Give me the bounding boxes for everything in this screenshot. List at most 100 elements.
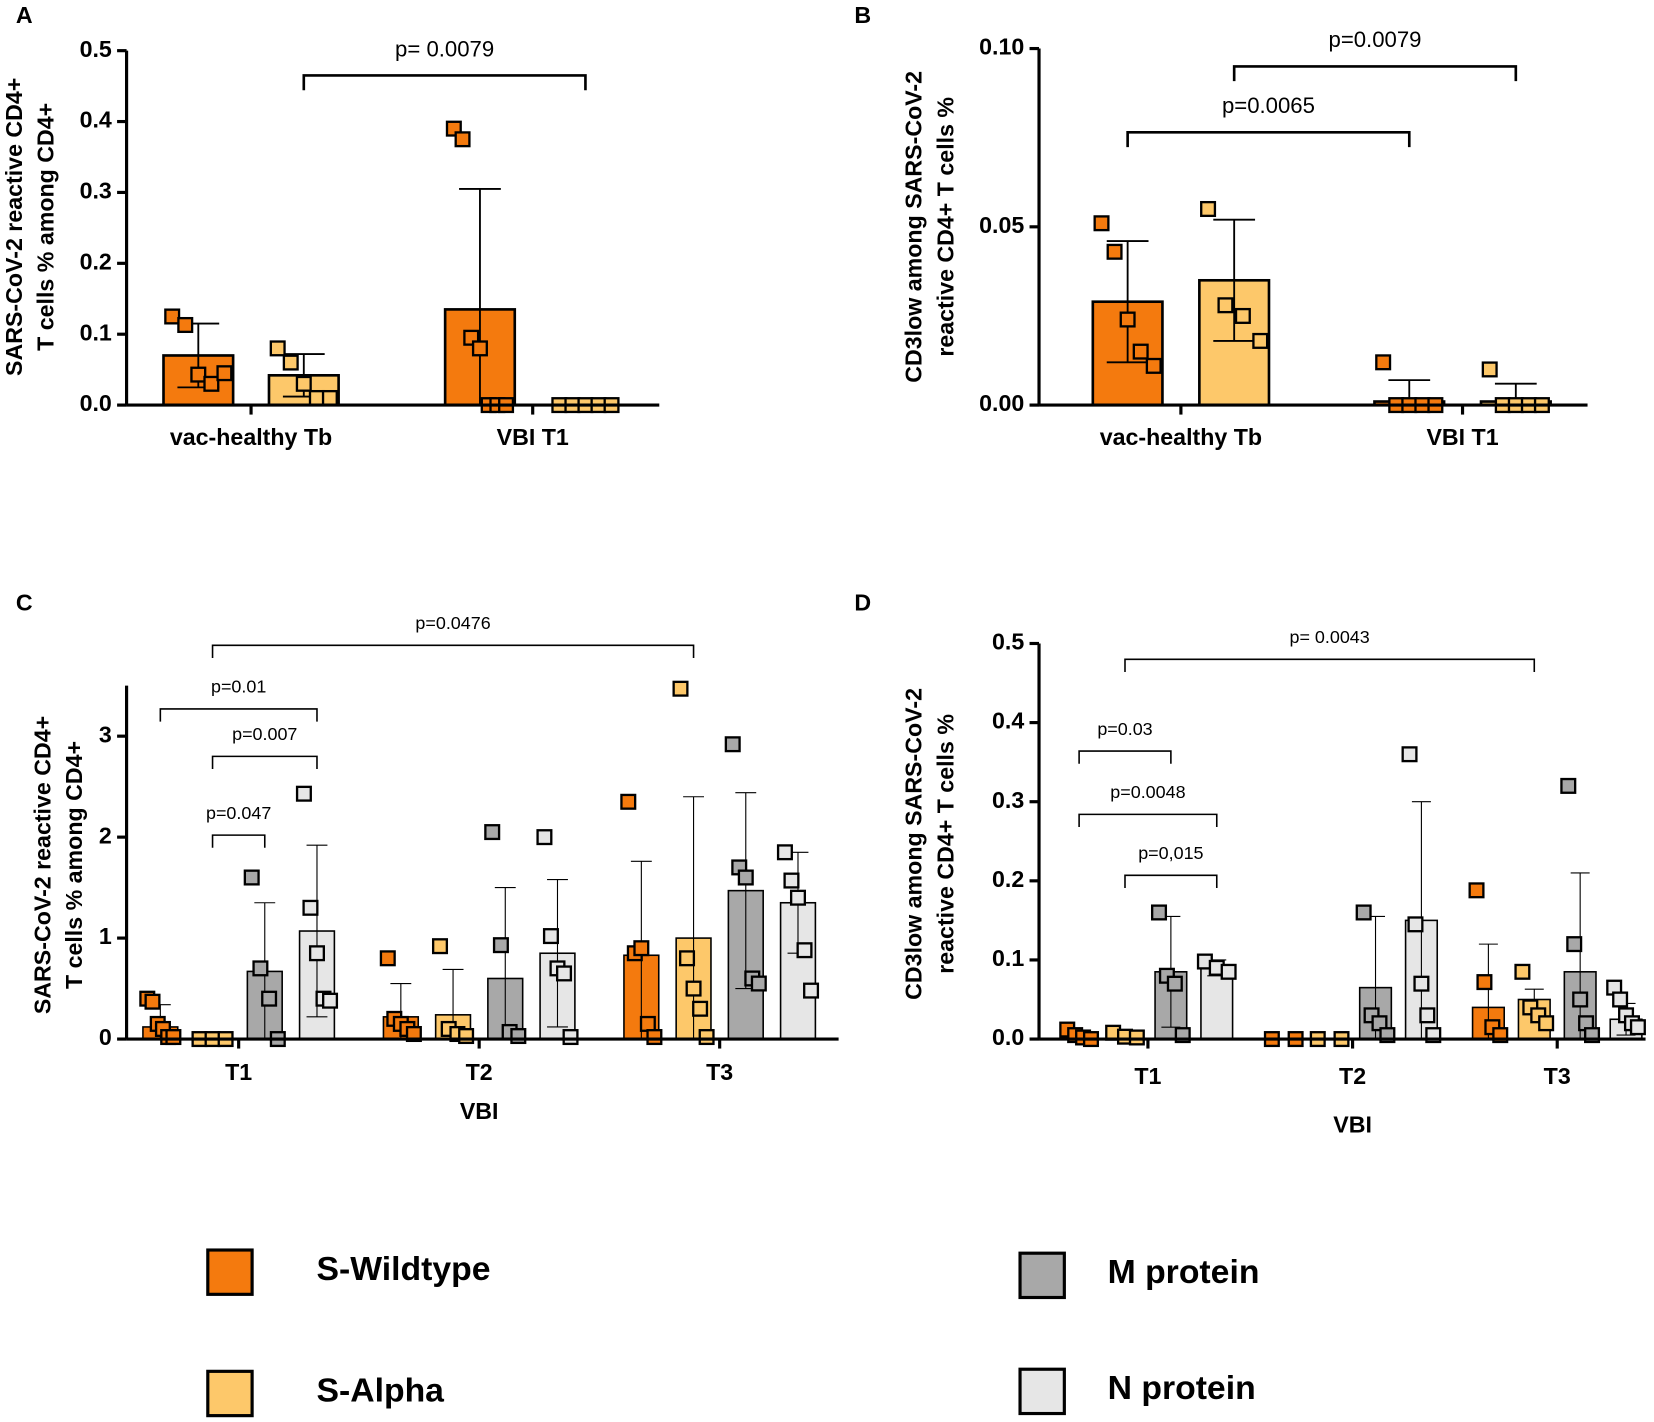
- data-point: [1538, 1015, 1555, 1032]
- y-tick-label: 0.5: [80, 36, 112, 62]
- y-tick-label: 0.3: [80, 178, 112, 204]
- p-value: p=0,015: [1138, 843, 1203, 863]
- data-point: [454, 131, 471, 148]
- x-tick-label: T1: [1134, 1063, 1161, 1089]
- y-tick-label: 0: [99, 1024, 112, 1050]
- panel-label: B: [854, 2, 871, 28]
- data-point: [144, 993, 161, 1010]
- significance-bracket: [159, 708, 318, 722]
- y-tick-label: 0.2: [80, 248, 112, 274]
- data-point: [672, 680, 689, 697]
- data-point: [633, 940, 650, 957]
- legend-label: S-Alpha: [316, 1371, 444, 1409]
- data-point: [803, 982, 820, 999]
- data-point: [776, 844, 793, 861]
- data-point: [243, 869, 260, 886]
- data-point: [685, 980, 702, 997]
- data-point: [639, 1015, 656, 1032]
- panel-label: C: [16, 590, 33, 616]
- y-axis-label: CD3low among SARS-CoV-2: [901, 71, 927, 383]
- legend-label: N protein: [1108, 1369, 1256, 1407]
- x-axis-label: VBI: [1333, 1112, 1372, 1138]
- data-point: [1200, 200, 1217, 218]
- y-tick-label: 0.1: [992, 945, 1024, 971]
- significance-bracket: [211, 834, 266, 848]
- p-value: p=0.0048: [1110, 782, 1185, 802]
- data-point: [492, 937, 509, 954]
- data-point: [308, 945, 325, 962]
- x-tick-label: vac-healthy Tb: [1100, 424, 1262, 450]
- y-tick-label: 2: [99, 822, 112, 848]
- data-point: [405, 1025, 422, 1043]
- y-tick-label: 0.00: [979, 390, 1024, 416]
- x-axis-label: VBI: [460, 1098, 499, 1124]
- y-tick-label: 0.4: [992, 708, 1024, 734]
- data-point: [261, 990, 278, 1007]
- data-point: [269, 340, 286, 357]
- data-point: [282, 354, 299, 371]
- data-point: [789, 889, 807, 906]
- data-point: [555, 965, 573, 982]
- data-point: [1407, 916, 1424, 933]
- data-point: [1481, 361, 1498, 378]
- data-point: [692, 1000, 709, 1017]
- y-axis-label: T cells % among CD4+: [61, 741, 87, 989]
- y-axis-label: CD3low among SARS-CoV-2: [901, 688, 927, 1000]
- data-point: [536, 829, 553, 846]
- data-point: [1375, 354, 1392, 371]
- data-point: [542, 928, 559, 945]
- data-point: [1093, 215, 1110, 232]
- x-tick-label: VBI T1: [497, 424, 569, 450]
- y-tick-label: 0.2: [992, 866, 1024, 892]
- data-point: [1612, 991, 1629, 1008]
- y-tick-label: 0.5: [992, 629, 1024, 655]
- data-point: [562, 1029, 579, 1046]
- data-point: [646, 1029, 663, 1046]
- data-point: [737, 869, 754, 886]
- x-tick-label: VBI T1: [1426, 424, 1498, 450]
- x-tick-label: T3: [1544, 1063, 1571, 1089]
- data-point: [471, 340, 488, 357]
- significance-bracket: [302, 74, 587, 91]
- significance-bracket: [1124, 658, 1536, 672]
- data-point: [724, 736, 741, 753]
- data-point: [484, 824, 501, 841]
- data-point: [322, 992, 339, 1009]
- data-point: [1132, 343, 1149, 360]
- y-tick-label: 0.0: [80, 390, 112, 416]
- p-value: p=0.0065: [1222, 93, 1315, 118]
- significance-bracket: [1078, 813, 1218, 828]
- data-point: [698, 1029, 715, 1046]
- data-point: [1145, 357, 1162, 374]
- data-point: [679, 950, 696, 967]
- significance-bracket: [1232, 65, 1518, 82]
- p-value: p=0.01: [211, 677, 266, 697]
- significance-bracket: [1078, 750, 1172, 764]
- data-point: [1106, 243, 1123, 260]
- data-point: [1566, 936, 1583, 953]
- data-point: [431, 938, 449, 955]
- x-tick-label: vac-healthy Tb: [170, 424, 332, 450]
- p-value: p=0.0476: [415, 613, 490, 633]
- x-tick-label: T2: [466, 1059, 493, 1085]
- data-point: [302, 899, 319, 916]
- data-point: [1413, 975, 1430, 992]
- data-point: [1468, 882, 1485, 899]
- p-value: p= 0.0043: [1290, 627, 1370, 647]
- data-point: [1629, 1019, 1646, 1036]
- p-value: p=0.007: [232, 724, 297, 744]
- data-point: [1419, 1007, 1436, 1024]
- significance-bracket: [211, 644, 695, 658]
- data-point: [510, 1028, 527, 1045]
- panel-label: D: [854, 590, 871, 616]
- data-point: [1217, 297, 1234, 314]
- data-point: [203, 375, 220, 392]
- y-tick-label: 3: [99, 721, 112, 747]
- data-point: [1234, 307, 1251, 324]
- y-tick-label: 0.05: [979, 212, 1024, 238]
- data-point: [1572, 991, 1589, 1008]
- data-point: [1401, 746, 1418, 763]
- p-value: p=0.0079: [1329, 27, 1422, 52]
- y-tick-label: 0.4: [80, 107, 112, 133]
- x-tick-label: T1: [225, 1059, 252, 1085]
